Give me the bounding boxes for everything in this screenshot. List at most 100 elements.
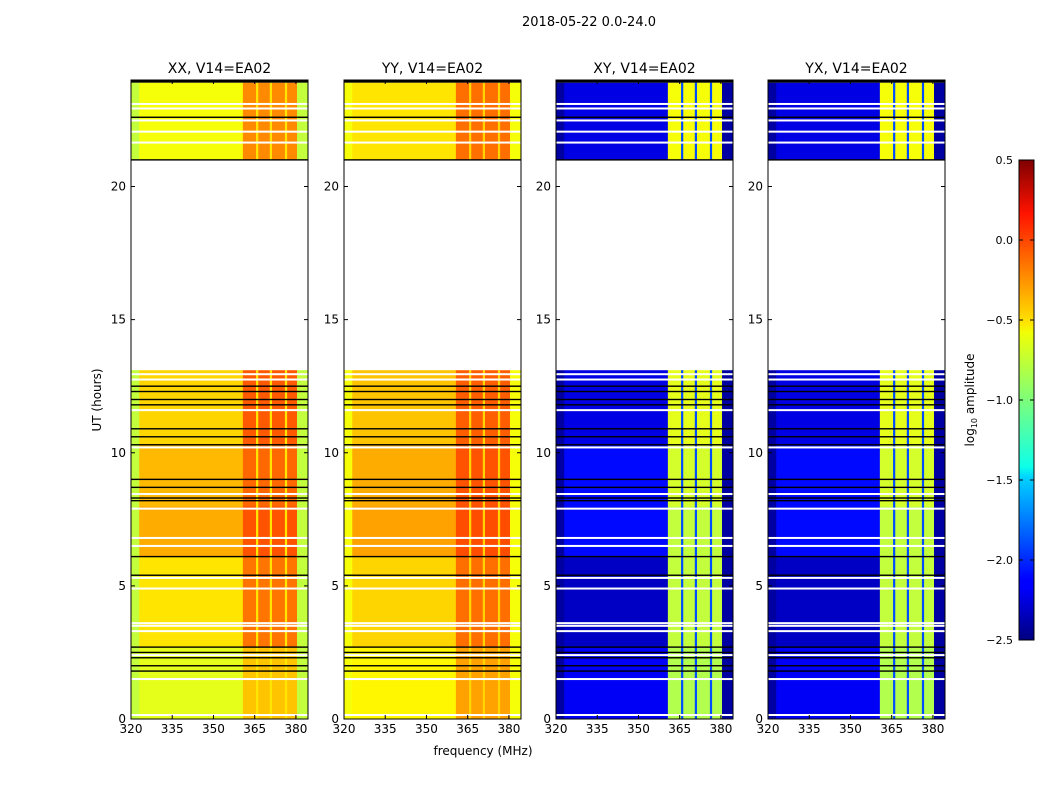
- x-tick-label: 320: [757, 722, 780, 736]
- heatmap-cell: [471, 506, 484, 557]
- panel-xy: XY, V14=EA02 320 335 350 365 380 0 5 10 15 20: [536, 61, 734, 736]
- flagged-row-white: [344, 536, 521, 539]
- flagged-row-white: [768, 378, 945, 381]
- flagged-row-black: [131, 436, 308, 438]
- flagged-row-black: [131, 478, 308, 481]
- flagged-row-black: [556, 486, 733, 489]
- panel-title: XY, V14=EA02: [593, 61, 695, 77]
- flagged-row-white: [131, 630, 308, 633]
- heatmap-cell: [139, 647, 244, 720]
- flagged-row-white: [131, 654, 308, 657]
- heatmap-cell: [139, 506, 244, 557]
- flagged-row-white: [131, 446, 308, 449]
- flagged-row-white: [768, 630, 945, 633]
- x-tick-label: 335: [798, 722, 821, 736]
- flagged-row-black: [131, 486, 308, 489]
- flagged-row-white: [344, 678, 521, 681]
- flagged-row-black: [768, 651, 945, 654]
- flagged-row-black: [556, 404, 733, 406]
- flagged-row-white: [556, 130, 733, 133]
- heatmap-cell: [271, 444, 286, 507]
- heatmap-cell: [934, 556, 946, 648]
- flagged-row-black: [131, 665, 308, 667]
- heatmap-cell: [694, 370, 698, 446]
- heatmap-cell: [906, 506, 910, 557]
- flagged-row-black: [131, 398, 308, 401]
- heatmap-cell: [269, 506, 273, 557]
- heatmap-cell: [564, 556, 669, 648]
- heatmap-cell: [269, 370, 273, 446]
- heatmap-cell: [131, 556, 140, 648]
- flagged-row-black: [344, 499, 521, 502]
- heatmap-cell: [482, 647, 486, 720]
- heatmap-cell: [893, 647, 896, 720]
- flagged-row-black: [768, 385, 945, 387]
- flagged-row-white: [556, 107, 733, 110]
- heatmap-cell: [258, 506, 271, 557]
- heatmap-cell: [344, 370, 353, 446]
- heatmap-cell: [776, 506, 881, 557]
- heatmap-cell: [683, 506, 696, 557]
- colorbar-label-log: log: [963, 428, 977, 446]
- heatmap-cell: [564, 444, 669, 507]
- y-tick-label: 10: [111, 446, 126, 460]
- flagged-row-black: [556, 390, 733, 393]
- colorbar-ticks: 0.5 0.0 −0.5 −1.0 −1.5 −2.0 −2.5: [986, 154, 1034, 647]
- flagged-row-black: [344, 665, 521, 667]
- colorbar-label: log10 amplitude: [963, 354, 979, 447]
- flagged-row-white: [131, 373, 308, 376]
- heatmap-cell: [879, 506, 894, 557]
- y-tick-label: 10: [748, 446, 763, 460]
- x-tick-label: 365: [456, 722, 479, 736]
- flagged-row-white: [768, 107, 945, 110]
- flagged-row-white: [556, 622, 733, 625]
- heatmap-cell: [287, 556, 298, 648]
- flagged-row-black: [556, 555, 733, 558]
- heatmap-cell: [667, 556, 682, 648]
- colorbar-tick-label: 0.0: [996, 234, 1014, 247]
- flagged-row-black: [131, 651, 308, 654]
- x-tick-label: 335: [374, 722, 397, 736]
- heatmap-cell: [556, 556, 565, 648]
- heatmap-cell: [556, 370, 565, 446]
- flagged-row-black: [344, 159, 521, 161]
- flagged-row-white: [344, 493, 521, 496]
- flagged-row-white: [344, 107, 521, 110]
- heatmap-cell: [768, 506, 777, 557]
- flagged-row-black: [344, 646, 521, 648]
- flagged-row-white: [768, 409, 945, 412]
- flagged-row-black: [131, 574, 308, 576]
- flagged-row-white: [344, 587, 521, 590]
- heatmap-cell: [681, 647, 684, 720]
- heatmap-cell: [895, 556, 908, 648]
- flagged-row-white: [768, 130, 945, 133]
- heatmap-cell: [497, 444, 501, 507]
- flagged-row-white: [768, 507, 945, 510]
- flagged-row-white: [768, 587, 945, 590]
- flagged-row-white: [131, 141, 308, 144]
- heatmap-cell: [895, 444, 908, 507]
- flagged-row-white: [556, 446, 733, 449]
- colorbar-tick-label: −0.5: [986, 314, 1013, 327]
- y-tick-label: 10: [324, 446, 339, 460]
- heatmap-cell: [258, 647, 271, 720]
- flagged-row-black: [768, 665, 945, 667]
- heatmap-cell: [455, 444, 470, 507]
- y-tick-label: 15: [324, 313, 339, 327]
- heatmap-cell: [469, 506, 472, 557]
- heatmap-cell: [893, 556, 896, 648]
- flagged-row-black: [556, 116, 733, 118]
- colorbar-tick-label: −1.0: [986, 394, 1013, 407]
- x-tick-label: 320: [545, 722, 568, 736]
- heatmap-cell: [256, 647, 259, 720]
- heatmap-cell: [895, 370, 908, 446]
- heatmap-cell: [879, 370, 894, 446]
- heatmap-cell: [879, 556, 894, 648]
- flagged-row-white: [768, 622, 945, 625]
- flagged-row-white: [768, 678, 945, 681]
- flagged-row-white: [344, 624, 521, 627]
- heatmap-cell: [681, 506, 684, 557]
- heatmap-cell: [471, 647, 484, 720]
- heatmap-cell: [131, 647, 140, 720]
